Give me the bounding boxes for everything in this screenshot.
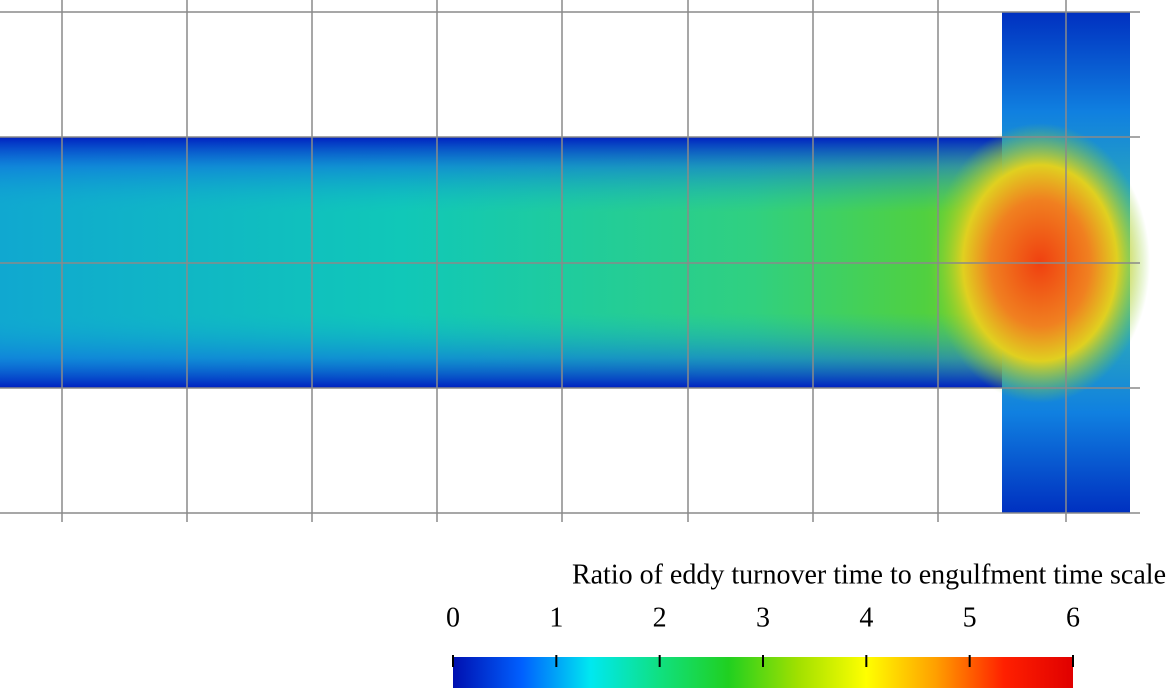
tick-label: 5 (963, 602, 977, 633)
tick-label: 3 (756, 602, 770, 633)
tick-label: 0 (446, 602, 460, 633)
tick-label: 1 (549, 602, 563, 633)
colorbar-title: Ratio of eddy turnover time to engulfmen… (572, 559, 1166, 590)
grid (0, 0, 1140, 522)
tick-label: 4 (859, 602, 873, 633)
tick-label: 6 (1066, 602, 1080, 633)
tick-label: 2 (653, 602, 667, 633)
